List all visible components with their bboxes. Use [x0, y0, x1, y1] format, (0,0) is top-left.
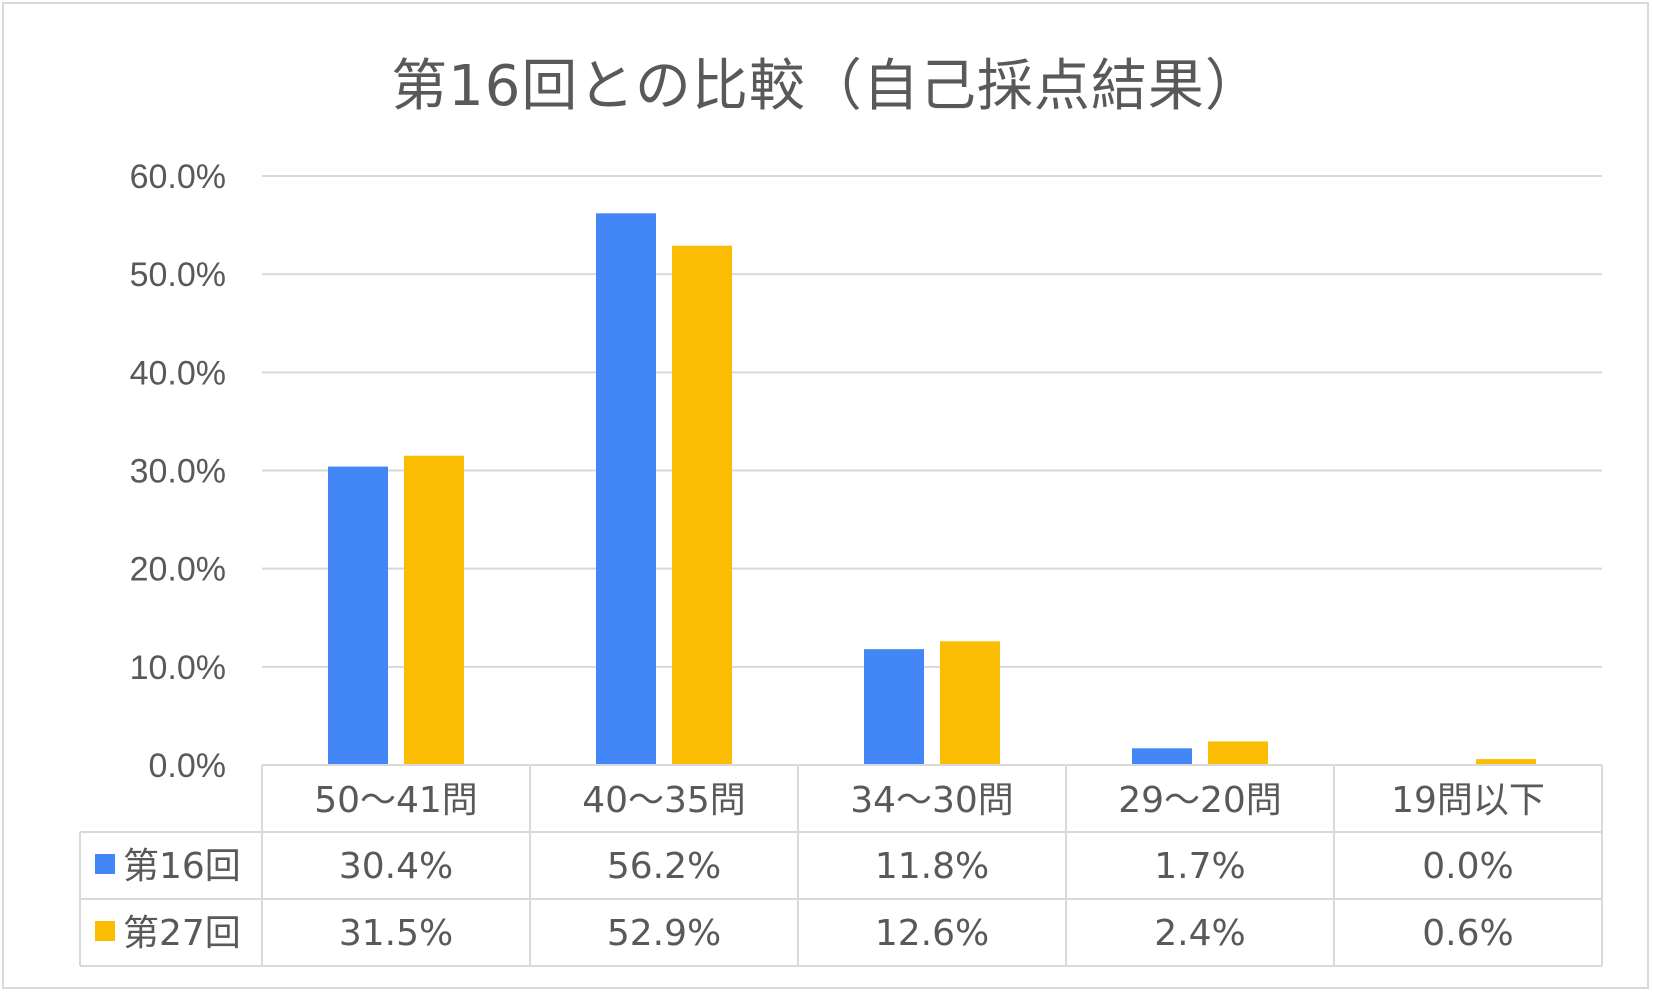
- data-label: 12.6%: [875, 913, 989, 954]
- category-label: 50～41問: [314, 780, 478, 821]
- legend-swatch: [95, 921, 115, 941]
- gridlines: [262, 175, 1602, 766]
- bar-1-3: [864, 649, 924, 765]
- y-tick-label: 10.0%: [130, 649, 226, 687]
- category-label: 29～20問: [1118, 780, 1282, 821]
- legend-swatch: [95, 854, 115, 874]
- data-label: 52.9%: [607, 913, 721, 954]
- y-tick-label: 30.0%: [130, 453, 226, 491]
- y-tick-label: 40.0%: [130, 354, 226, 392]
- chart-title: 第16回との比較（自己採点結果）: [391, 54, 1262, 119]
- data-label: 2.4%: [1154, 913, 1245, 954]
- y-axis-ticks: 0.0% 10.0% 20.0% 30.0% 40.0% 50.0% 60.0%: [130, 158, 226, 785]
- data-label: 56.2%: [607, 846, 721, 887]
- bar-1-2: [596, 213, 656, 765]
- data-label: 30.4%: [339, 846, 453, 887]
- bar-2-4: [1208, 741, 1268, 765]
- bar-2-1: [404, 455, 464, 765]
- y-tick-label: 0.0%: [149, 747, 227, 785]
- legend-label: 第27回: [123, 913, 241, 954]
- bar-2-5: [1476, 759, 1536, 765]
- category-label: 40～35問: [582, 780, 746, 821]
- category-label: 34～30問: [850, 780, 1014, 821]
- bar-1-1: [328, 466, 388, 765]
- bar-1-4: [1132, 748, 1192, 765]
- data-label: 31.5%: [339, 913, 453, 954]
- bar-2-3: [940, 641, 1000, 765]
- y-tick-label: 50.0%: [130, 256, 226, 294]
- data-label: 0.0%: [1422, 846, 1513, 887]
- y-tick-label: 20.0%: [130, 551, 226, 589]
- data-label: 11.8%: [875, 846, 989, 887]
- category-label: 19問以下: [1391, 780, 1545, 821]
- y-tick-label: 60.0%: [130, 158, 226, 196]
- bars: [328, 213, 1536, 765]
- data-label: 1.7%: [1154, 846, 1245, 887]
- bar-2-2: [672, 245, 732, 765]
- data-label: 0.6%: [1422, 913, 1513, 954]
- legend-label: 第16回: [123, 846, 241, 887]
